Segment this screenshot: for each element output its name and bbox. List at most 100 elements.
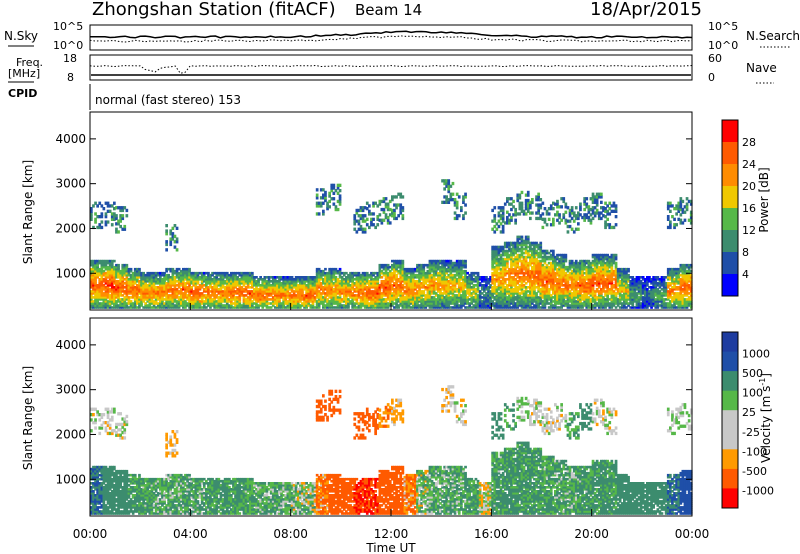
echo-cell xyxy=(119,300,122,303)
echo-cell xyxy=(462,286,465,289)
echo-cell xyxy=(493,255,497,259)
echo-cell xyxy=(441,302,444,305)
echo-cell xyxy=(142,294,145,297)
echo-cell xyxy=(497,300,501,303)
echo-cell xyxy=(386,263,390,267)
echo-cell xyxy=(411,269,415,273)
echo-cell xyxy=(512,280,515,283)
echo-cell-upper xyxy=(506,221,509,225)
echo-cell xyxy=(240,276,244,279)
echo-cell xyxy=(359,296,363,299)
echo-cell xyxy=(380,269,384,273)
echo-cell xyxy=(462,294,465,297)
echo-cell xyxy=(524,286,528,289)
echo-cell xyxy=(516,245,520,249)
echo-cell-upper xyxy=(98,201,102,205)
echo-cell xyxy=(232,276,235,279)
echo-cell xyxy=(522,304,526,307)
echo-cell xyxy=(288,276,292,279)
echo-cell xyxy=(518,298,522,301)
echo-cell xyxy=(223,286,227,289)
echo-cell xyxy=(192,304,196,307)
echo-cell xyxy=(441,267,444,271)
echo-cell xyxy=(422,306,426,309)
echo-cell xyxy=(188,298,191,301)
echo-cell xyxy=(416,298,419,301)
echo-cell-upper xyxy=(353,216,357,221)
echo-cell xyxy=(108,278,112,281)
echo-cell xyxy=(119,276,122,279)
echo-cell xyxy=(437,284,440,287)
echo-cell xyxy=(443,276,446,279)
echo-cell xyxy=(100,302,104,305)
echo-cell xyxy=(460,296,463,299)
echo-cell xyxy=(219,271,223,275)
echo-cell xyxy=(508,253,511,257)
echo-cell xyxy=(493,251,497,255)
echo-cell xyxy=(522,263,526,267)
echo-cell xyxy=(257,284,260,287)
echo-cell xyxy=(102,261,106,265)
echo-cell xyxy=(309,304,313,307)
echo-cell xyxy=(313,290,317,293)
echo-cell xyxy=(432,261,436,265)
echo-cell xyxy=(113,273,116,277)
echo-cell xyxy=(205,280,208,283)
echo-cell xyxy=(240,288,244,291)
echo-cell xyxy=(278,306,281,309)
echo-cell xyxy=(411,296,415,299)
echo-cell xyxy=(391,304,394,307)
echo-cell xyxy=(424,300,428,303)
echo-cell xyxy=(407,302,411,305)
echo-cell xyxy=(179,282,183,285)
echo-cell xyxy=(355,288,359,291)
echo-cell xyxy=(460,271,463,275)
echo-cell xyxy=(133,304,137,307)
echo-cell xyxy=(447,298,451,301)
echo-cell-upper xyxy=(501,211,505,215)
echo-cell-upper xyxy=(564,202,568,206)
echo-cell xyxy=(424,304,428,307)
echo-cell xyxy=(144,294,147,297)
echo-cell xyxy=(340,286,344,289)
echo-cell xyxy=(192,292,196,295)
echo-cell xyxy=(117,269,120,273)
echo-cell xyxy=(131,296,135,299)
echo-cell xyxy=(491,261,494,265)
echo-cell xyxy=(520,241,524,245)
echo-cell-upper xyxy=(96,204,99,208)
echo-cell xyxy=(391,294,394,297)
echo-cell xyxy=(363,292,367,295)
echo-cell xyxy=(142,286,145,289)
echo-cell xyxy=(516,286,520,289)
echo-cell xyxy=(106,261,110,265)
echo-cell xyxy=(236,284,239,287)
echo-cell xyxy=(522,273,526,277)
echo-cell xyxy=(485,302,488,305)
echo-cell xyxy=(416,300,419,303)
echo-cell xyxy=(192,271,196,275)
echo-cell xyxy=(328,273,331,277)
echo-cell xyxy=(230,296,233,299)
echo-cell xyxy=(495,298,499,301)
echo-cell xyxy=(372,298,375,301)
echo-cell xyxy=(524,257,528,261)
echo-cell xyxy=(374,298,377,301)
echo-cell xyxy=(403,269,407,273)
echo-cell xyxy=(351,292,354,295)
echo-cell xyxy=(485,292,488,295)
echo-cell xyxy=(441,286,444,289)
echo-cell xyxy=(432,282,436,285)
echo-cell-upper xyxy=(338,199,342,204)
echo-cell-upper xyxy=(453,203,457,207)
echo-cell xyxy=(156,304,160,307)
echo-cell xyxy=(418,263,421,267)
echo-cell xyxy=(330,280,334,283)
echo-cell xyxy=(90,294,93,297)
echo-cell xyxy=(200,298,204,301)
echo-cell xyxy=(133,294,137,297)
echo-cell xyxy=(322,298,325,301)
echo-cell-upper xyxy=(175,248,179,252)
echo-cell xyxy=(213,292,216,295)
echo-cell xyxy=(497,304,501,307)
